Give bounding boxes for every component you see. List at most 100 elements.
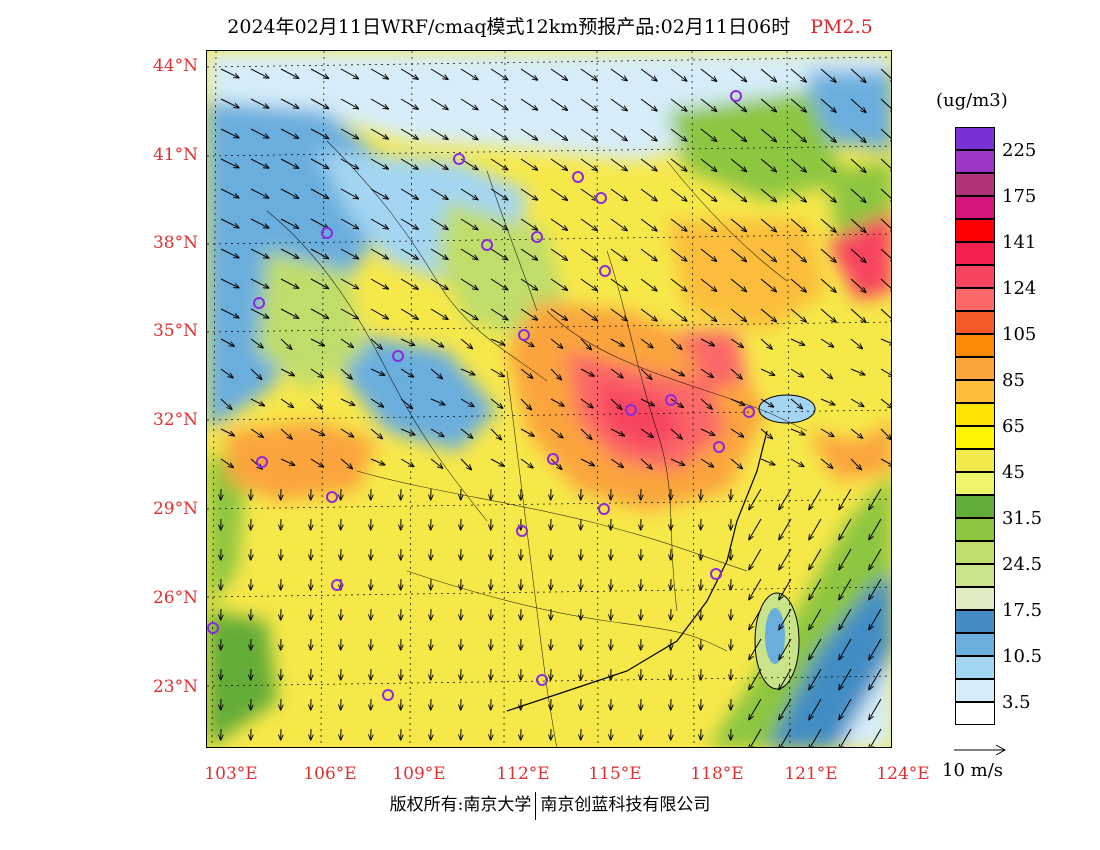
wind-arrow [340,308,358,319]
wind-arrow [610,68,627,81]
wind-arrow [460,278,478,290]
wind-arrow [760,128,776,142]
wind-reference-label: 10 m/s [942,760,1003,781]
city-marker[interactable] [481,239,493,251]
city-marker[interactable] [598,503,610,515]
city-marker[interactable] [321,227,333,239]
wind-arrow [869,698,882,720]
city-marker[interactable] [536,674,548,686]
wind-arrow [850,308,866,322]
wind-arrow [220,308,239,318]
wind-arrow [820,398,835,405]
wind-arrow [760,428,772,439]
wind-arrow [850,158,866,172]
wind-arrow [430,278,448,289]
wind-arrow [520,158,538,170]
wind-arrow [730,128,747,142]
wind-arrow [760,368,775,375]
city-marker[interactable] [382,689,394,701]
colorbar-label: 31.5 [1002,508,1043,529]
wind-arrow [670,278,687,291]
wind-arrow [220,428,234,436]
wind-arrow [250,248,269,258]
city-marker[interactable] [453,153,465,165]
pm25-map[interactable] [206,50,892,748]
wind-arrow [880,218,891,233]
wind-arrow [460,218,478,230]
wind-arrow [850,368,865,375]
wind-arrow [749,518,762,540]
wind-arrow [779,608,792,630]
wind-arrow [550,368,561,380]
wind-arrow [250,308,269,318]
city-marker[interactable] [713,441,725,453]
wind-arrow [749,578,762,600]
wind-arrow [280,188,299,198]
map-title: 2024年02月11日WRF/cmaq模式12km预报产品:02月11日06时 … [0,12,1100,39]
wind-arrow [580,308,597,321]
wind-arrow [730,158,747,172]
lon-label: 109°E [392,764,446,784]
city-marker[interactable] [516,525,528,537]
wind-arrow [640,368,652,379]
wind-arrow [310,308,329,319]
city-marker[interactable] [595,192,607,204]
wind-arrow [790,218,806,232]
city-marker[interactable] [547,453,559,465]
city-marker[interactable] [392,350,404,362]
city-marker[interactable] [743,406,755,418]
wind-arrow [400,158,418,169]
wind-arrow [670,98,687,111]
wind-arrow [700,428,715,435]
wind-arrow [370,128,388,139]
wind-arrow [640,128,657,141]
wind-arrow [700,278,717,291]
city-marker[interactable] [331,579,343,591]
colorbar-swatch [955,472,995,495]
wind-arrow [700,158,717,171]
city-marker[interactable] [730,90,742,102]
wind-arrow [670,158,687,171]
wind-arrow [310,428,325,435]
colorbar-swatch [955,426,995,449]
wind-arrow [640,218,657,231]
wind-arrow [250,68,269,78]
wind-arrow [340,278,358,289]
city-marker[interactable] [572,171,584,183]
city-marker[interactable] [256,456,268,468]
city-marker[interactable] [710,568,722,580]
wind-arrow [610,158,627,171]
city-marker[interactable] [518,329,530,341]
city-marker[interactable] [207,622,219,634]
wind-arrow [850,188,866,202]
wind-arrow [550,248,568,260]
wind-arrow [760,248,776,262]
city-marker[interactable] [326,491,338,503]
wind-arrow [760,308,776,322]
wind-arrow [640,428,653,437]
graticule [207,51,891,747]
colorbar-swatch [955,679,995,702]
wind-arrow [640,398,654,406]
footer-separator [535,791,537,820]
wind-arrow [850,248,866,262]
city-marker[interactable] [599,265,611,277]
city-marker[interactable] [625,404,637,416]
wind-arrow [520,248,538,260]
wind-arrow [820,428,834,437]
wind-arrow [340,248,358,259]
wind-arrow [869,578,882,600]
wind-arrow [730,218,747,232]
wind-arrow [550,68,568,80]
wind-arrow [370,188,388,199]
city-marker[interactable] [253,297,265,309]
wind-arrow [820,248,836,262]
wind-arrow [790,158,806,172]
wind-arrow [700,368,713,377]
lon-label: 115°E [588,764,642,784]
wind-arrow [640,308,657,321]
city-marker[interactable] [665,394,677,406]
wind-arrow [730,368,742,379]
city-marker[interactable] [531,231,543,243]
wind-arrow [880,158,891,173]
